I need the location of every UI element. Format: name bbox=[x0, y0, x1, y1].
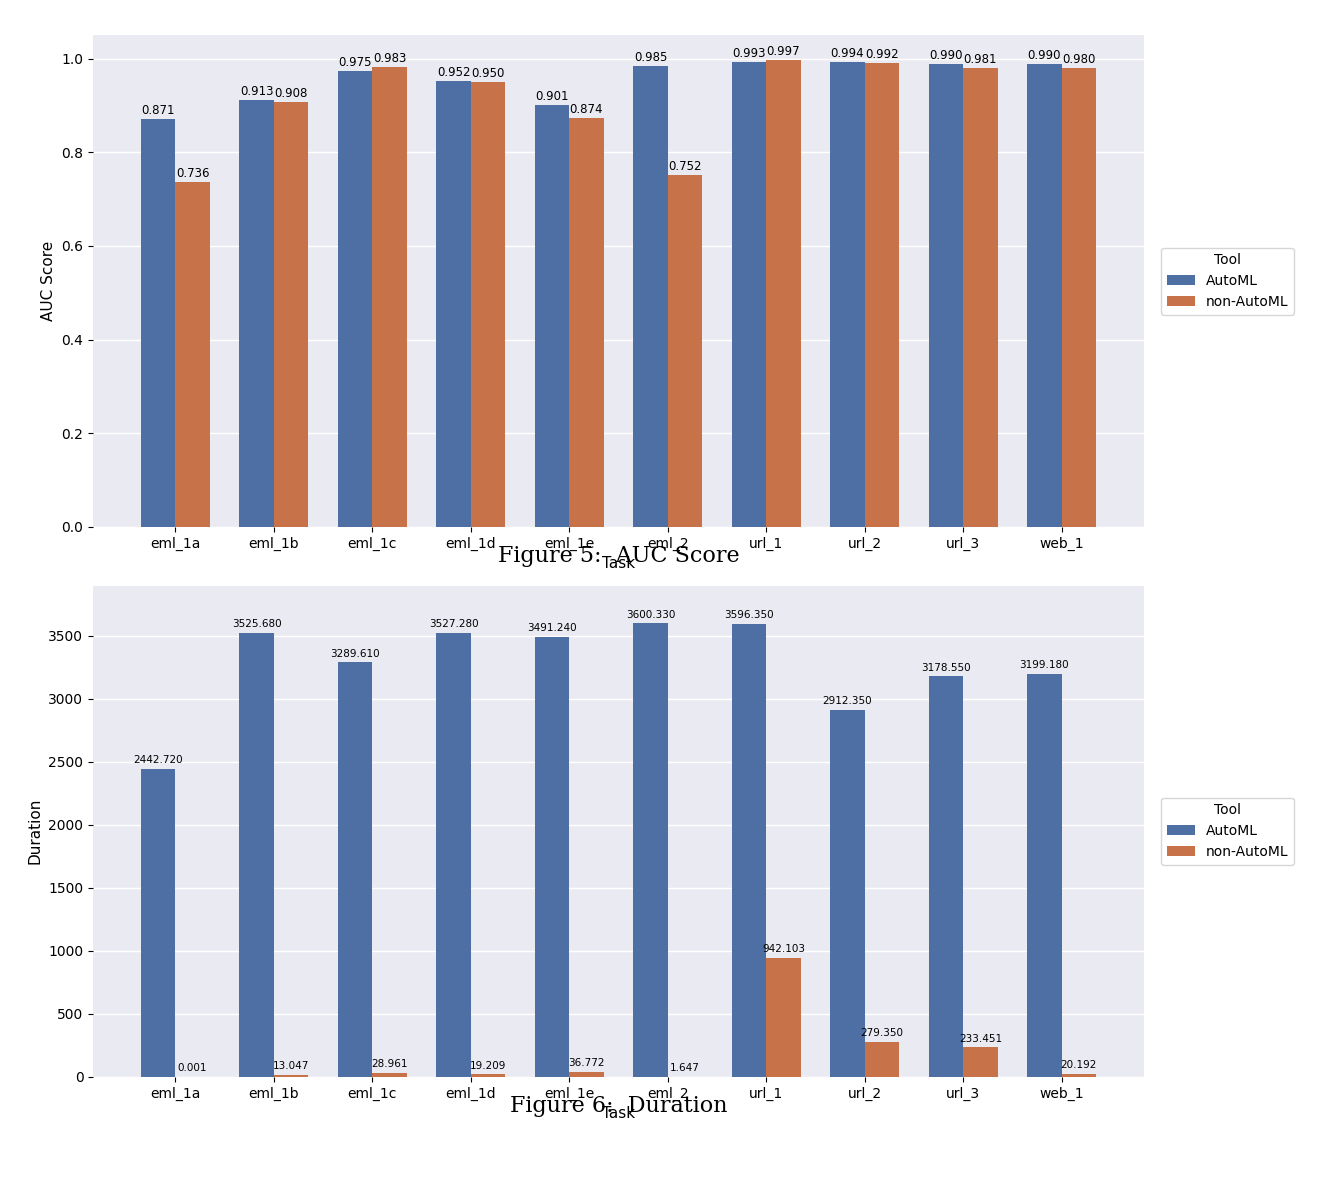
Bar bbox=[141, 769, 176, 1077]
Bar bbox=[535, 105, 569, 526]
Text: 233.451: 233.451 bbox=[959, 1034, 1001, 1043]
Text: 0.990: 0.990 bbox=[930, 49, 963, 62]
Bar bbox=[274, 102, 309, 526]
Text: 0.994: 0.994 bbox=[831, 47, 864, 60]
Text: 0.874: 0.874 bbox=[569, 103, 604, 116]
Text: 0.908: 0.908 bbox=[274, 88, 307, 101]
Text: 0.901: 0.901 bbox=[535, 90, 569, 103]
Bar bbox=[963, 1047, 998, 1077]
Bar bbox=[372, 1073, 407, 1077]
Text: 0.975: 0.975 bbox=[338, 56, 372, 69]
Text: 36.772: 36.772 bbox=[568, 1059, 605, 1068]
Bar bbox=[372, 66, 407, 526]
Bar bbox=[239, 99, 274, 526]
Text: 2442.720: 2442.720 bbox=[133, 755, 184, 765]
Bar bbox=[766, 958, 801, 1077]
Bar bbox=[239, 633, 274, 1077]
Y-axis label: AUC Score: AUC Score bbox=[41, 241, 56, 322]
Text: Figure 5:  AUC Score: Figure 5: AUC Score bbox=[497, 545, 739, 567]
Text: 3178.550: 3178.550 bbox=[922, 662, 971, 673]
X-axis label: Task: Task bbox=[602, 1106, 634, 1121]
Bar bbox=[864, 63, 899, 526]
Bar bbox=[569, 118, 604, 526]
Text: 0.997: 0.997 bbox=[766, 45, 801, 58]
Bar bbox=[963, 67, 998, 526]
Text: Figure 6:  Duration: Figure 6: Duration bbox=[509, 1095, 728, 1117]
Text: 0.990: 0.990 bbox=[1028, 49, 1061, 62]
Text: 3596.350: 3596.350 bbox=[724, 610, 774, 620]
Bar bbox=[1027, 64, 1061, 526]
Text: 20.192: 20.192 bbox=[1060, 1060, 1097, 1071]
Text: 19.209: 19.209 bbox=[469, 1060, 507, 1071]
Bar bbox=[141, 119, 176, 526]
Text: 0.871: 0.871 bbox=[141, 104, 174, 117]
Bar bbox=[633, 66, 668, 526]
Bar bbox=[928, 64, 963, 526]
Text: 3199.180: 3199.180 bbox=[1020, 660, 1069, 670]
Text: 0.952: 0.952 bbox=[436, 66, 471, 79]
Text: 28.961: 28.961 bbox=[371, 1059, 408, 1069]
Legend: AutoML, non-AutoML: AutoML, non-AutoML bbox=[1161, 797, 1294, 865]
Text: 0.001: 0.001 bbox=[178, 1064, 207, 1073]
Bar bbox=[274, 1075, 309, 1077]
Text: 279.350: 279.350 bbox=[861, 1028, 903, 1037]
Text: 3525.680: 3525.680 bbox=[231, 619, 282, 629]
Bar bbox=[535, 638, 569, 1077]
Bar bbox=[732, 623, 766, 1077]
Text: 942.103: 942.103 bbox=[762, 944, 805, 955]
Text: 3527.280: 3527.280 bbox=[428, 619, 479, 628]
Text: 3289.610: 3289.610 bbox=[330, 648, 380, 659]
X-axis label: Task: Task bbox=[602, 556, 634, 571]
Y-axis label: Duration: Duration bbox=[28, 799, 43, 865]
Bar bbox=[338, 71, 372, 526]
Text: 0.913: 0.913 bbox=[239, 85, 273, 98]
Text: 0.993: 0.993 bbox=[733, 47, 766, 60]
Bar bbox=[864, 1041, 899, 1077]
Bar bbox=[436, 82, 471, 526]
Text: 13.047: 13.047 bbox=[273, 1061, 309, 1072]
Text: 0.950: 0.950 bbox=[471, 67, 504, 80]
Bar bbox=[1061, 1074, 1096, 1077]
Text: 0.985: 0.985 bbox=[634, 51, 668, 64]
Bar bbox=[338, 662, 372, 1077]
Bar bbox=[830, 710, 864, 1077]
Text: 3491.240: 3491.240 bbox=[527, 623, 577, 633]
Text: 0.980: 0.980 bbox=[1063, 53, 1096, 66]
Bar bbox=[1027, 674, 1061, 1077]
Text: 0.752: 0.752 bbox=[668, 160, 702, 173]
Bar bbox=[668, 175, 702, 526]
Text: 0.992: 0.992 bbox=[864, 47, 899, 60]
Text: 2912.350: 2912.350 bbox=[822, 696, 872, 706]
Text: 0.736: 0.736 bbox=[176, 168, 209, 181]
Bar bbox=[471, 83, 505, 526]
Text: 1.647: 1.647 bbox=[670, 1062, 700, 1073]
Bar bbox=[633, 623, 668, 1077]
Bar bbox=[766, 60, 801, 526]
Text: 0.981: 0.981 bbox=[964, 53, 998, 66]
Legend: AutoML, non-AutoML: AutoML, non-AutoML bbox=[1161, 247, 1294, 315]
Bar bbox=[569, 1072, 604, 1077]
Bar bbox=[928, 677, 963, 1077]
Text: 0.983: 0.983 bbox=[372, 52, 406, 65]
Bar bbox=[1061, 69, 1096, 526]
Bar bbox=[176, 182, 210, 526]
Text: 3600.330: 3600.330 bbox=[626, 609, 676, 620]
Bar bbox=[471, 1074, 505, 1077]
Bar bbox=[436, 633, 471, 1077]
Bar bbox=[732, 63, 766, 526]
Bar bbox=[830, 62, 864, 526]
